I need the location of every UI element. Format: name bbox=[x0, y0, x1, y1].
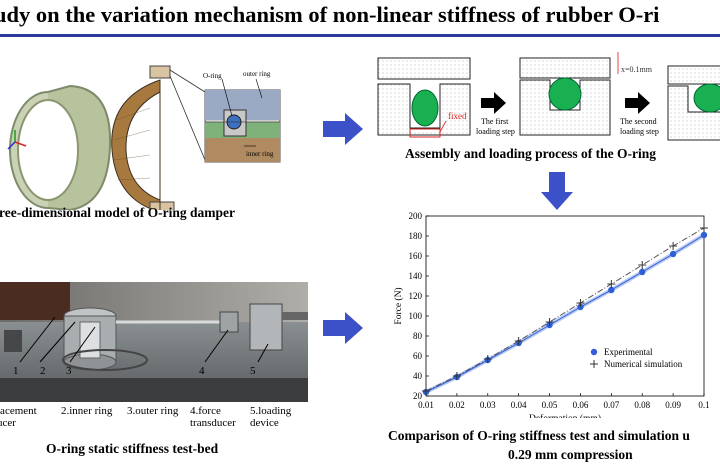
x-tick-label: 0.07 bbox=[603, 400, 619, 410]
legend-3: 3.outer ring bbox=[127, 405, 179, 417]
flow-arrow-top bbox=[323, 113, 363, 145]
legend-4: 4.force transducer bbox=[190, 405, 236, 429]
simulation-point bbox=[514, 337, 523, 345]
x-tick-label: 0.05 bbox=[542, 400, 558, 410]
experimental-point bbox=[700, 231, 708, 239]
simulation-point bbox=[669, 242, 678, 250]
assembly-panel-step2 bbox=[667, 65, 720, 141]
legend-experimental-marker bbox=[590, 348, 598, 356]
legend-2: 2.inner ring bbox=[61, 405, 113, 417]
marker-1: 1 bbox=[13, 365, 19, 377]
marker-5: 5 bbox=[250, 365, 256, 377]
oring-label: O-ring bbox=[203, 72, 222, 80]
plot-frame bbox=[425, 215, 705, 397]
y-tick-label: 180 bbox=[409, 231, 423, 241]
page-title: udy on the variation mechanism of non-li… bbox=[0, 2, 660, 27]
y-tick-label: 60 bbox=[413, 351, 423, 361]
title-underline bbox=[0, 34, 720, 37]
y-tick-label: 200 bbox=[409, 211, 423, 221]
cross-section-zoom bbox=[204, 89, 281, 163]
x-tick-label: 0.02 bbox=[449, 400, 465, 410]
assembly-process-figure: fixed The first loading step x=0.1mm The… bbox=[377, 52, 720, 141]
simulation-point bbox=[700, 224, 708, 232]
flow-arrow-bottom bbox=[323, 312, 363, 344]
y-tick-label: 160 bbox=[409, 251, 423, 261]
x-tick-label: 0.08 bbox=[634, 400, 650, 410]
x-tick-label: 0.01 bbox=[418, 400, 434, 410]
simulation-point bbox=[576, 299, 585, 307]
y-tick-label: 20 bbox=[413, 391, 423, 401]
marker-4: 4 bbox=[199, 365, 205, 377]
ring-3d-render bbox=[9, 84, 112, 210]
half-ring-mesh-render bbox=[111, 65, 175, 210]
y-tick-label: 80 bbox=[413, 331, 423, 341]
assembly-caption: Assembly and loading process of the O-ri… bbox=[405, 146, 657, 161]
displacement-label: x=0.1mm bbox=[621, 65, 653, 74]
experimental-point bbox=[608, 286, 615, 294]
assembly-panel-step1: x=0.1mm bbox=[519, 52, 653, 136]
y-tick-label: 40 bbox=[413, 371, 423, 381]
step1-line2: loading step bbox=[476, 127, 515, 136]
test-bed-photo: 1 2 3 4 5 bbox=[0, 282, 308, 402]
comparison-caption-line1: Comparison of O-ring stiffness test and … bbox=[388, 428, 690, 443]
marker-3: 3 bbox=[66, 365, 72, 377]
legend-simulation-marker bbox=[590, 360, 598, 368]
experimental-line bbox=[425, 234, 705, 393]
step1-line1: The first bbox=[481, 117, 509, 126]
simulation-point bbox=[483, 355, 492, 363]
step-arrow-2 bbox=[625, 92, 650, 114]
stiffness-comparison-chart: 0.01 0.02 0.03 0.04 0.05 0.06 0.07 0.08 0.09 0.1 2… bbox=[393, 211, 710, 418]
experimental-point bbox=[669, 250, 677, 258]
x-tick-label: 0.06 bbox=[573, 400, 589, 410]
y-tick-label: 120 bbox=[409, 291, 423, 301]
x-tick-label: 0.09 bbox=[665, 400, 681, 410]
comparison-caption-line2: 0.29 mm compression bbox=[508, 447, 633, 462]
x-tick-label: 0.1 bbox=[698, 400, 709, 410]
fixed-label: fixed bbox=[448, 111, 467, 121]
legend-experimental-label: Experimental bbox=[604, 347, 653, 357]
experimental-point bbox=[639, 268, 646, 276]
y-axis-label: Force (N) bbox=[393, 287, 404, 324]
simulation-point bbox=[452, 372, 461, 380]
simulation-point bbox=[422, 387, 430, 395]
simulation-point bbox=[607, 280, 616, 288]
legend-5: 5.loading device bbox=[250, 405, 292, 429]
step2-line2: loading step bbox=[620, 127, 659, 136]
step-arrow-1 bbox=[481, 92, 506, 114]
simulation-line bbox=[425, 227, 705, 392]
testbed-caption: O-ring static stiffness test-bed bbox=[46, 441, 219, 456]
legend-1: lacementucer bbox=[0, 405, 37, 429]
assembly-panel-initial: fixed bbox=[377, 57, 471, 138]
x-tick-label: 0.03 bbox=[480, 400, 496, 410]
y-tick-label: 100 bbox=[409, 311, 423, 321]
model-caption: ree-dimensional model of O-ring damper bbox=[0, 205, 235, 220]
y-tick-label: 140 bbox=[409, 271, 423, 281]
simulation-point bbox=[545, 318, 554, 326]
outer-ring-label: outer ring bbox=[243, 70, 271, 78]
axis-triad-icon bbox=[7, 130, 27, 150]
flow-arrow-down bbox=[541, 172, 573, 210]
marker-2: 2 bbox=[40, 365, 46, 377]
simulation-point bbox=[638, 261, 647, 269]
x-tick-label: 0.04 bbox=[511, 400, 527, 410]
inner-ring-label: inner ring bbox=[246, 150, 274, 158]
oring-model-figure: O-ring outer ring inner ring bbox=[7, 65, 281, 210]
x-axis-label: Deformation (mm) bbox=[529, 413, 601, 418]
legend-simulation-label: Numerical simulation bbox=[604, 359, 683, 369]
step2-line1: The second bbox=[620, 117, 657, 126]
